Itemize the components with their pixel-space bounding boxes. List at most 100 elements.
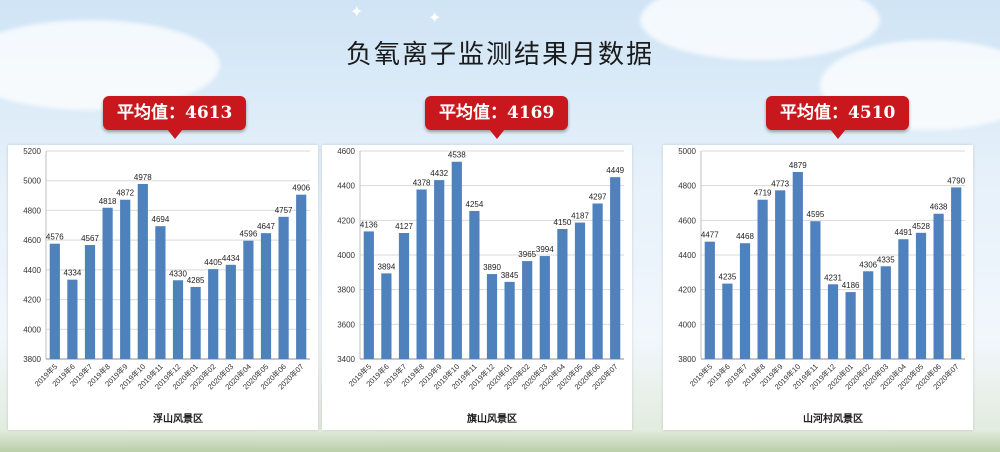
- bar: [260, 233, 272, 359]
- bar: [880, 266, 891, 359]
- bar: [951, 187, 962, 359]
- bar: [845, 292, 856, 359]
- bar: [610, 177, 621, 359]
- bird-icon: ✦: [428, 8, 442, 27]
- average-badge-3: 平均值：4510: [766, 96, 910, 139]
- bar: [102, 207, 113, 359]
- data-label: 3890: [483, 263, 501, 272]
- bar: [120, 199, 131, 359]
- bar: [915, 232, 927, 359]
- y-tick-label: 5000: [23, 177, 41, 186]
- page-title: 负氧离子监测结果月数据: [345, 40, 654, 70]
- bar: [792, 171, 803, 359]
- data-label: 4906: [292, 184, 310, 193]
- bar: [398, 232, 410, 359]
- bar: [190, 286, 201, 359]
- bar: [757, 199, 768, 359]
- data-label: 4773: [771, 179, 789, 188]
- bar: [225, 264, 236, 359]
- y-tick-label: 3800: [23, 355, 41, 364]
- data-label: 4468: [736, 232, 754, 241]
- bar: [810, 221, 821, 359]
- y-tick-label: 3600: [337, 320, 355, 329]
- data-label: 4231: [824, 273, 842, 282]
- bar: [504, 281, 515, 359]
- data-label: 4978: [134, 173, 152, 182]
- y-tick-label: 4600: [23, 236, 41, 245]
- y-tick-label: 4000: [678, 320, 696, 329]
- y-tick-label: 4400: [678, 251, 696, 260]
- bar-chart-fushan: 3800400042004400460048005000520045762019…: [23, 147, 310, 425]
- data-label: 4254: [466, 200, 484, 209]
- bar: [416, 189, 427, 359]
- ground-decoration: [0, 430, 1000, 452]
- data-label: 4595: [807, 210, 825, 219]
- data-label: 4150: [554, 218, 572, 227]
- y-tick-label: 4600: [678, 216, 696, 225]
- y-tick-label: 4000: [337, 251, 355, 260]
- bar: [155, 226, 166, 359]
- bar: [49, 243, 60, 359]
- bar: [434, 180, 445, 359]
- bar: [539, 256, 550, 359]
- data-label: 4528: [912, 222, 930, 231]
- data-label: 4757: [275, 206, 293, 215]
- average-badge-1: 平均值：4613: [103, 96, 247, 139]
- y-tick-label: 4400: [23, 266, 41, 275]
- data-label: 4538: [448, 151, 466, 160]
- y-tick-label: 3400: [337, 355, 355, 364]
- x-axis-title: 山河村风景区: [803, 412, 863, 425]
- y-tick-label: 4200: [337, 216, 355, 225]
- data-label: 4477: [701, 231, 719, 240]
- y-tick-label: 4200: [23, 296, 41, 305]
- bar: [827, 284, 839, 359]
- data-label: 4285: [187, 276, 205, 285]
- y-tick-label: 3800: [678, 355, 696, 364]
- data-label: 4136: [360, 220, 378, 229]
- bar: [469, 210, 480, 359]
- data-label: 4567: [81, 234, 99, 243]
- bar: [722, 283, 733, 359]
- data-label: 4187: [571, 212, 589, 221]
- y-tick-label: 4600: [337, 147, 355, 156]
- bar: [592, 203, 603, 359]
- chart-panel-2: 3400 3600 3800 4000 4200 4400 4600 4136 2019年5 38…: [322, 145, 632, 430]
- data-label: 4576: [46, 233, 64, 242]
- data-label: 3894: [378, 262, 396, 271]
- data-label: 4879: [789, 161, 807, 170]
- data-label: 4719: [754, 189, 772, 198]
- bar-chart-shanhecun: 380040004200440046004800500044772019年542…: [678, 147, 965, 425]
- bar: [898, 239, 909, 359]
- bar: [739, 243, 751, 359]
- data-label: 4647: [257, 222, 275, 231]
- y-tick-label: 4800: [678, 182, 696, 191]
- data-label: 3965: [518, 250, 536, 259]
- data-label: 4449: [606, 166, 624, 175]
- data-label: 4872: [116, 189, 134, 198]
- bar: [381, 273, 392, 359]
- y-tick-label: 5000: [678, 147, 696, 156]
- bar: [704, 241, 715, 359]
- chart-panel-3: 3800 4000 4200 4400 4600 4800 5000 4477 2019年5 42…: [663, 145, 973, 430]
- bar: [208, 269, 219, 359]
- data-label: 4335: [877, 255, 895, 264]
- chart-panel-1: 3800 4000 4200 4400 4600 4800 5000 5200 4576 2019…: [8, 145, 318, 430]
- data-label: 4432: [430, 169, 448, 178]
- data-label: 4818: [99, 197, 117, 206]
- y-tick-label: 4400: [337, 182, 355, 191]
- y-tick-label: 4800: [23, 206, 41, 215]
- y-tick-label: 4200: [678, 286, 696, 295]
- data-label: 4127: [395, 222, 413, 231]
- data-label: 4694: [152, 215, 170, 224]
- bar: [486, 274, 498, 359]
- bar: [863, 271, 874, 359]
- bar: [172, 280, 184, 359]
- data-label: 4334: [64, 269, 82, 278]
- data-label: 4434: [222, 254, 240, 263]
- bar: [243, 240, 254, 359]
- y-tick-label: 3800: [337, 286, 355, 295]
- bar: [67, 279, 78, 359]
- bird-icon: ✦: [350, 2, 364, 21]
- data-label: 4297: [589, 193, 607, 202]
- bar: [137, 183, 148, 359]
